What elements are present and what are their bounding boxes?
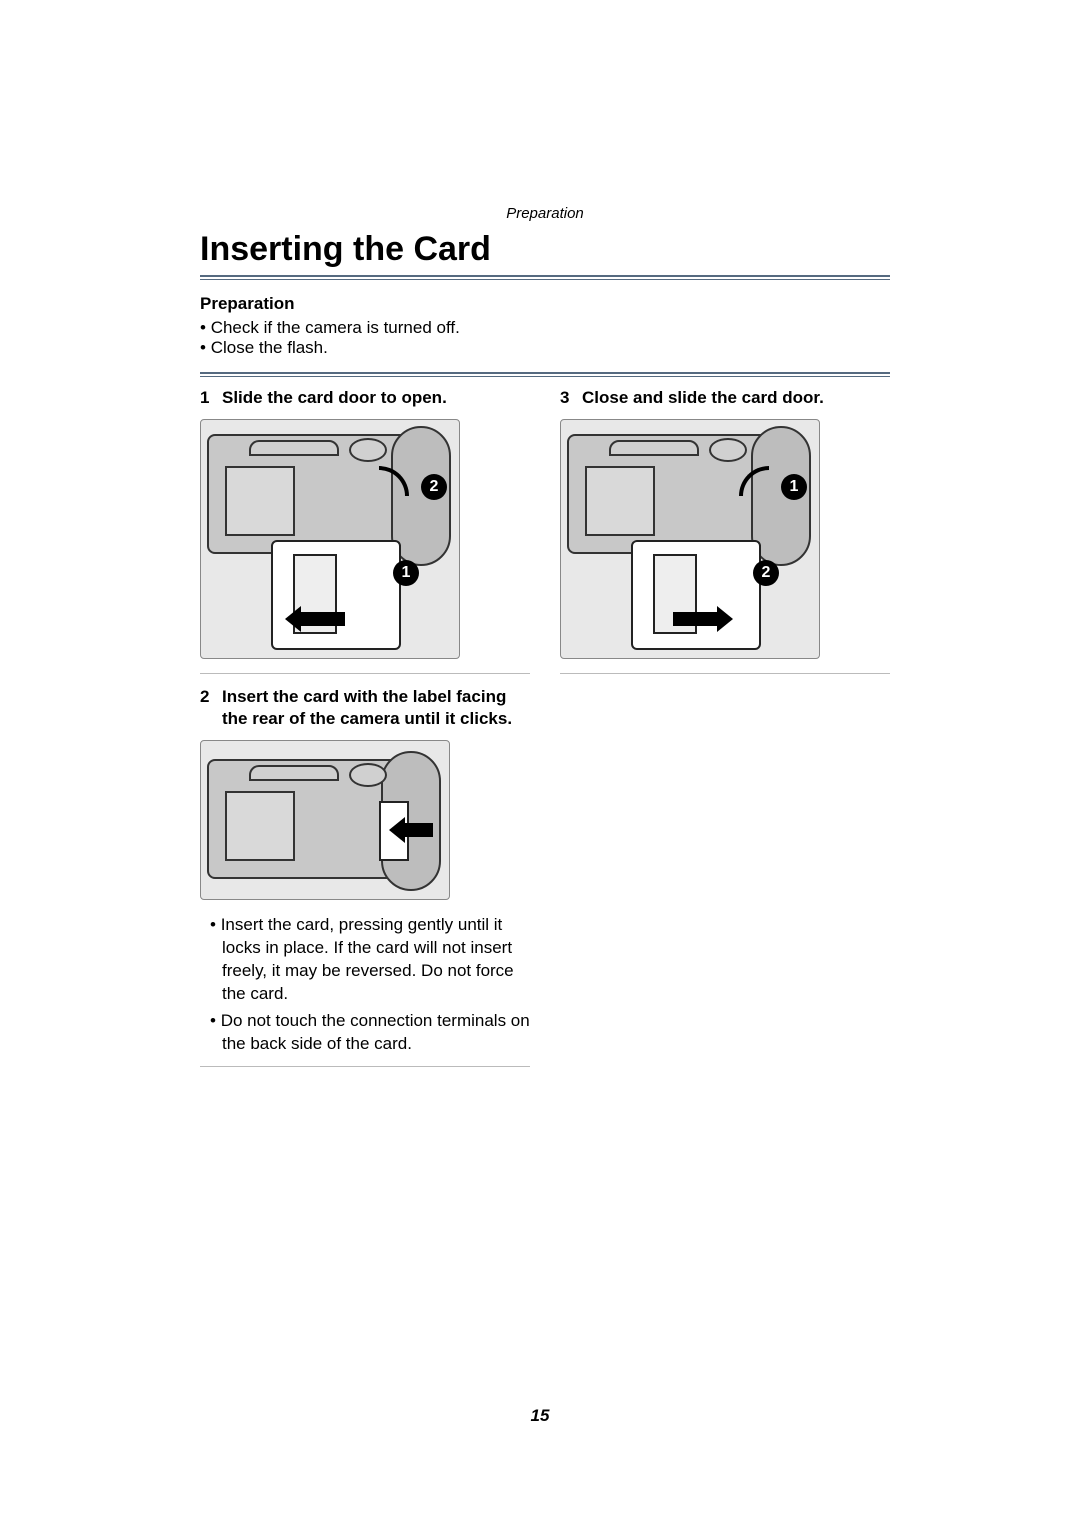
arrow-left-icon (403, 823, 433, 837)
camera-top-icon (609, 440, 699, 456)
step-title: Close and slide the card door. (582, 387, 824, 409)
camera-lcd-icon (585, 466, 655, 536)
step-1: 1 Slide the card door to open. (200, 387, 530, 659)
callout-badge: 2 (421, 474, 447, 500)
step-divider (560, 673, 890, 674)
step-heading: 1 Slide the card door to open. (200, 387, 530, 409)
callout-badge: 2 (753, 560, 779, 586)
manual-page: Preparation Inserting the Card Preparati… (0, 0, 1080, 1526)
callout-box (271, 540, 401, 650)
figure-step-2 (200, 740, 450, 900)
step-title: Insert the card with the label facing th… (222, 686, 530, 730)
arrow-left-icon (299, 612, 345, 626)
step-2: 2 Insert the card with the label facing … (200, 686, 530, 1056)
camera-lcd-icon (225, 466, 295, 536)
callout-badge: 1 (781, 474, 807, 500)
preparation-list: Check if the camera is turned off. Close… (200, 318, 890, 358)
step-heading: 2 Insert the card with the label facing … (200, 686, 530, 730)
page-title: Inserting the Card (200, 230, 890, 269)
camera-top-icon (249, 765, 339, 781)
step-notes: Insert the card, pressing gently until i… (200, 914, 530, 1056)
step-divider (200, 673, 530, 674)
right-column: 3 Close and slide the card door. (560, 387, 890, 1079)
step-divider (200, 1066, 530, 1067)
prep-item: Close the flash. (200, 338, 890, 358)
camera-top-icon (249, 440, 339, 456)
figure-step-1: 2 1 (200, 419, 460, 659)
camera-dial-icon (709, 438, 747, 462)
step-number: 3 (560, 387, 582, 409)
arrow-right-icon (673, 612, 719, 626)
step-number: 1 (200, 387, 222, 409)
step-3: 3 Close and slide the card door. (560, 387, 890, 659)
callout-box (631, 540, 761, 650)
note-item: Do not touch the connection terminals on… (222, 1010, 530, 1056)
title-rule (200, 275, 890, 280)
note-item: Insert the card, pressing gently until i… (222, 914, 530, 1006)
camera-lcd-icon (225, 791, 295, 861)
callout-badge: 1 (393, 560, 419, 586)
step-heading: 3 Close and slide the card door. (560, 387, 890, 409)
section-rule (200, 372, 890, 377)
step-title: Slide the card door to open. (222, 387, 447, 409)
running-head: Preparation (200, 205, 890, 222)
preparation-heading: Preparation (200, 294, 890, 314)
prep-item: Check if the camera is turned off. (200, 318, 890, 338)
step-number: 2 (200, 686, 222, 730)
content-columns: 1 Slide the card door to open. (200, 387, 890, 1079)
page-number: 15 (0, 1406, 1080, 1426)
left-column: 1 Slide the card door to open. (200, 387, 530, 1079)
figure-step-3: 1 2 (560, 419, 820, 659)
camera-dial-icon (349, 438, 387, 462)
